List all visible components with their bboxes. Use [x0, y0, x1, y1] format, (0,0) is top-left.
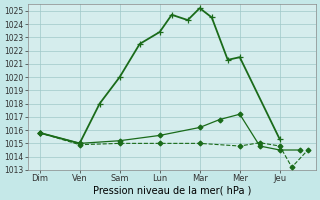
X-axis label: Pression niveau de la mer( hPa ): Pression niveau de la mer( hPa ) [92, 186, 251, 196]
